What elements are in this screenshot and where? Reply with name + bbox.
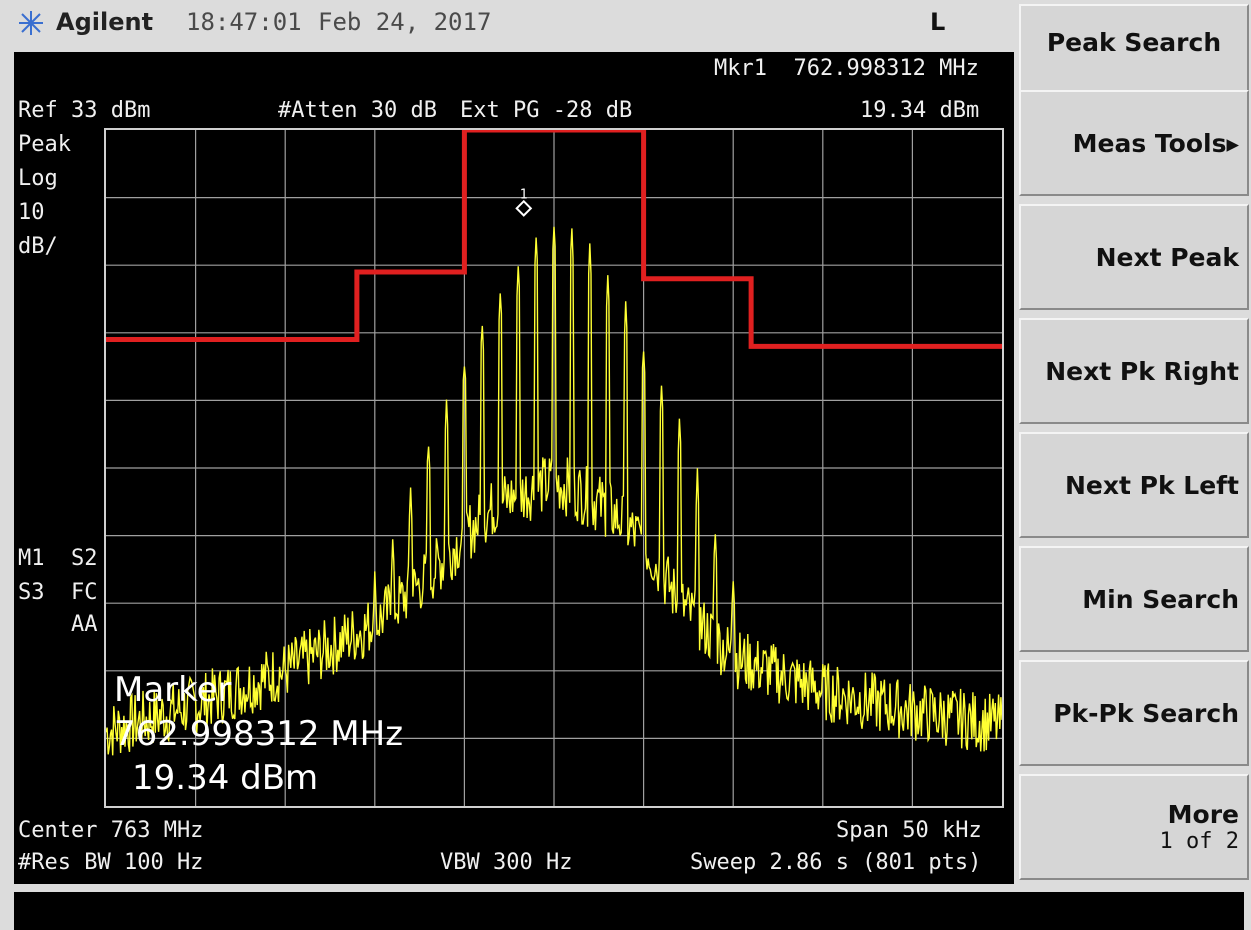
pk-pk-search-button[interactable]: Pk-Pk Search <box>1019 660 1249 766</box>
marker-box-title: Marker <box>114 670 232 710</box>
more-page-indicator: 1 of 2 <box>1159 829 1239 854</box>
marker-number: 1 <box>520 187 528 202</box>
marker-box-freq: 762.998312 MHz <box>114 714 404 754</box>
center-frequency: Center 763 MHz <box>18 818 204 843</box>
scale-type-label: Log <box>18 166 58 191</box>
marker-readout-level: 19.34 dBm <box>860 98 980 123</box>
status-bar: Agilent 18:47:01 Feb 24, 2017 L <box>0 0 1014 46</box>
message-bar <box>14 892 1244 930</box>
scale-unit-label: dB/ <box>18 234 58 259</box>
spectrum-trace <box>106 226 1002 756</box>
marker-box-level: 19.34 dBm <box>132 758 319 798</box>
limit-line <box>106 130 1002 349</box>
ref-level: Ref 33 dBm <box>18 98 151 123</box>
min-search-button[interactable]: Min Search <box>1019 546 1249 652</box>
video-bandwidth: VBW 300 Hz <box>440 850 573 875</box>
resolution-bandwidth: #Res BW 100 Hz <box>18 850 204 875</box>
scale-value-label: 10 <box>18 200 45 225</box>
status-label-aa: AA <box>18 612 98 637</box>
next-peak-button[interactable]: Next Peak <box>1019 204 1249 310</box>
sweep-time: Sweep 2.86 s (801 pts) <box>690 850 982 875</box>
grid-lines <box>106 130 1002 806</box>
clock-date: Feb 24, 2017 <box>318 8 492 36</box>
span: Span 50 kHz <box>836 818 982 843</box>
agilent-spark-icon <box>19 11 43 35</box>
pk-pk-search-label: Pk-Pk Search <box>1053 698 1239 728</box>
marker-diamond-icon: 1 <box>515 187 533 217</box>
ext-preamp-gain: Ext PG -28 dB <box>460 98 633 123</box>
meas-tools-button[interactable]: Meas Tools▸ <box>1019 90 1249 196</box>
marker-box: Marker 762.998312 MHz 19.34 dBm <box>114 668 403 800</box>
next-pk-right-button[interactable]: Next Pk Right <box>1019 318 1249 424</box>
spectrum-plot: 1 <box>106 130 1002 806</box>
next-pk-left-label: Next Pk Left <box>1064 470 1239 500</box>
next-pk-right-label: Next Pk Right <box>1045 356 1239 386</box>
more-label: More <box>1167 800 1239 829</box>
softkey-menu: Peak Search Meas Tools▸ Next Peak Next P… <box>1019 0 1251 885</box>
local-indicator: L <box>930 8 946 36</box>
attenuation: #Atten 30 dB <box>278 98 437 123</box>
meas-tools-label: Meas Tools▸ <box>1072 128 1239 158</box>
spectrum-display: Mkr1 762.998312 MHz Ref 33 dBm #Atten 30… <box>14 52 1014 884</box>
next-pk-left-button[interactable]: Next Pk Left <box>1019 432 1249 538</box>
more-button[interactable]: More 1 of 2 <box>1019 774 1249 880</box>
next-peak-label: Next Peak <box>1095 242 1239 272</box>
status-label-m1s2: M1 S2 <box>18 546 98 571</box>
clock-time: 18:47:01 <box>186 8 302 36</box>
peak-search-label: Peak Search <box>1046 28 1222 57</box>
min-search-label: Min Search <box>1082 584 1239 614</box>
graticule: 1 <box>104 128 1004 808</box>
detector-label: Peak <box>18 132 71 157</box>
brand-name: Agilent <box>56 8 154 36</box>
status-label-s3fc: S3 FC <box>18 580 98 605</box>
marker-readout-freq: Mkr1 762.998312 MHz <box>714 56 979 81</box>
